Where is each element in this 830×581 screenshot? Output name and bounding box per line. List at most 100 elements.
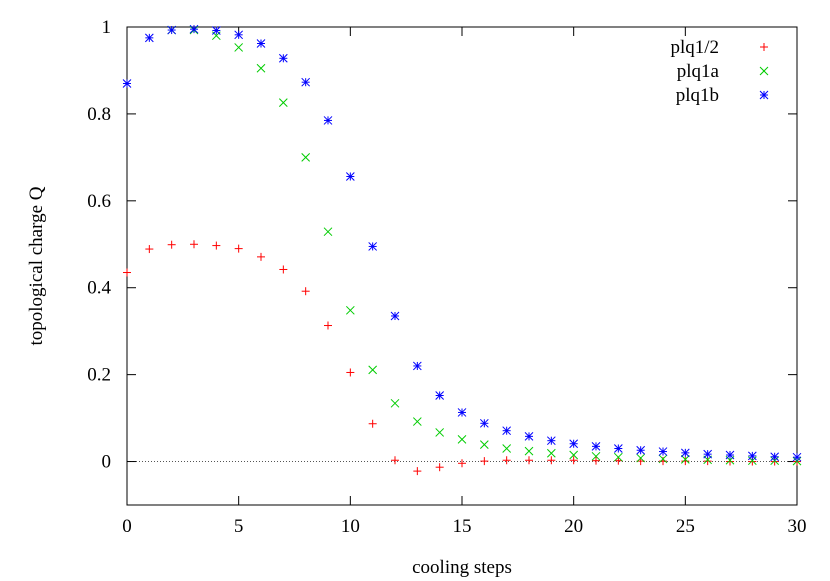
data-point-star [658,447,668,456]
data-point-cross [502,444,512,453]
data-point-cross [613,452,623,462]
legend-label: plq1b [676,85,719,106]
data-point-plus [167,240,176,249]
data-point-star [323,116,333,125]
y-tick-label: 0.4 [87,278,111,299]
data-point-star [479,418,489,428]
data-point-plus [569,456,578,465]
data-point-star [122,79,132,88]
data-points [122,24,802,476]
data-point-cross [412,417,422,426]
data-point-plus [435,463,444,472]
y-tick-label: 0.8 [87,104,111,125]
data-point-cross [301,153,311,162]
x-tick-label: 5 [234,516,244,537]
x-tick-label: 20 [564,516,583,537]
data-point-plus [234,244,243,253]
data-point-star [792,452,802,462]
data-point-plus [257,252,265,261]
data-point-star [502,426,512,436]
legend: plq1/2 plq1a plq1b [670,37,769,106]
data-point-plus [413,467,422,476]
data-point-star [747,451,757,461]
y-tick-label: 0.2 [87,365,111,386]
axis-ticks: 0 5 10 15 20 25 30 0 0.2 0.4 0.6 0.8 1 [87,17,806,537]
data-point-star [703,449,713,459]
data-point-star [636,445,646,455]
data-point-plus [592,456,600,465]
data-point-plus [324,321,332,330]
data-point-cross [636,453,646,463]
data-point-plus [346,368,355,377]
data-point-star [234,30,244,40]
data-point-star [524,431,534,441]
data-point-star [167,25,177,35]
data-point-plus [703,457,712,466]
data-point-star [613,444,623,453]
data-point-star [278,53,288,63]
data-point-star [301,77,311,87]
data-point-cross [390,398,400,408]
data-point-star [770,452,780,462]
data-point-cross [278,98,288,107]
data-point-plus [502,456,511,465]
data-point-cross [345,305,355,315]
data-point-star [211,26,221,35]
y-tick-label: 0.6 [87,191,111,212]
data-point-star [546,436,556,446]
x-tick-label: 25 [676,516,695,537]
data-point-star [569,439,579,449]
data-point-plus [368,419,377,428]
data-point-cross [546,448,556,458]
data-point-plus [301,287,310,296]
data-point-plus [681,457,690,466]
data-point-cross [591,451,601,461]
x-tick-label: 0 [122,516,132,537]
legend-label: plq1/2 [670,37,719,58]
y-tick-label: 1 [102,17,112,38]
data-point-cross [658,454,668,464]
legend-label: plq1a [677,61,720,82]
data-point-cross [256,63,266,73]
data-point-cross [569,450,579,460]
x-axis-title: cooling steps [412,557,512,578]
data-point-star [412,361,422,371]
data-point-plus [480,457,489,466]
data-point-star [390,311,400,321]
data-point-star [189,24,199,34]
data-point-star [725,450,735,460]
legend-marker [760,43,768,51]
data-point-plus [547,456,556,465]
data-point-star [457,408,467,417]
data-point-cross [479,440,489,449]
data-point-cross [368,365,378,375]
data-point-star [591,441,601,451]
data-point-plus [145,245,154,254]
data-point-plus [123,268,131,277]
data-point-plus [279,265,288,274]
data-point-cross [680,455,690,464]
data-point-plus [212,241,221,250]
data-point-star [435,391,445,400]
data-point-plus [614,456,623,465]
data-point-cross [323,227,333,237]
legend-marker [759,90,769,100]
data-point-plus [525,456,533,465]
data-point-plus [458,459,466,468]
legend-marker [759,66,769,76]
data-point-cross [524,446,534,456]
data-point-star [368,242,378,251]
data-point-plus [190,240,198,249]
data-point-cross [435,428,445,437]
data-point-cross [457,435,467,444]
data-point-star [345,172,355,181]
x-tick-label: 30 [788,516,807,537]
y-tick-label: 0 [102,452,112,473]
x-tick-label: 10 [341,516,360,537]
data-point-star [256,39,266,48]
data-point-star [144,33,154,43]
x-tick-label: 15 [453,516,472,537]
data-point-cross [234,43,244,52]
y-axis-title: topological charge Q [26,186,47,345]
